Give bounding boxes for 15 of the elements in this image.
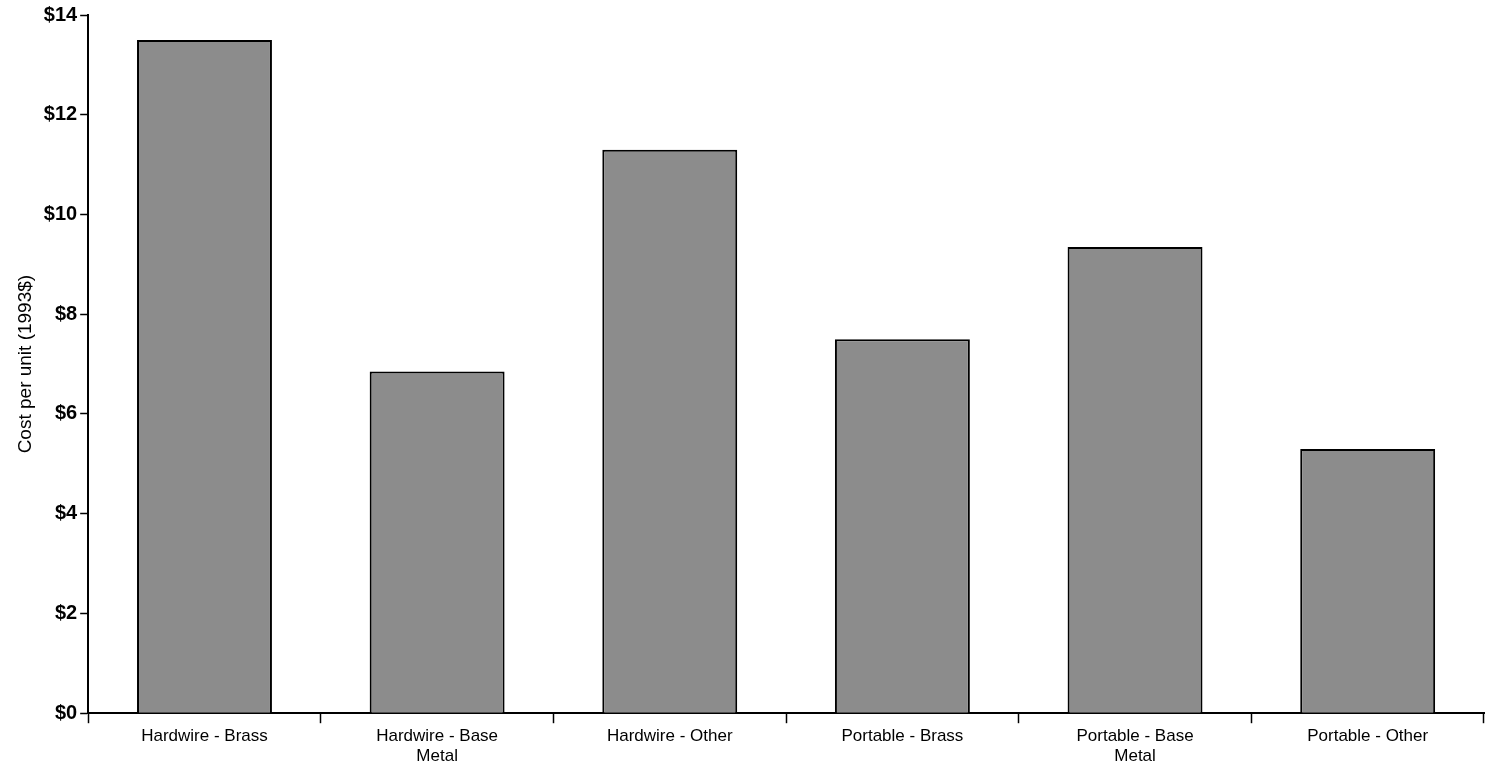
y-axis-title: Cost per unit (1993$) — [13, 274, 35, 454]
x-tick-label: Hardwire - Base Metal — [376, 726, 499, 766]
x-tick-label: Portable - Other — [1307, 726, 1429, 746]
y-tick-label: $4 — [54, 501, 79, 524]
y-tick-label: $14 — [43, 2, 79, 25]
y-tick-label: $10 — [43, 202, 78, 224]
y-tick-label: $0 — [54, 700, 78, 723]
y-tick-label: $12 — [43, 102, 78, 125]
y-tick-label: $2 — [54, 600, 78, 623]
x-tick-label: Hardwire - Other — [606, 726, 733, 746]
x-tick-label: Portable - Base Metal — [1076, 726, 1194, 766]
x-tick-label: Hardwire - Brass — [141, 726, 268, 746]
x-tick-label: Portable - Brass — [841, 726, 964, 746]
y-tick-label: $8 — [54, 301, 78, 324]
y-tick-label: $6 — [54, 401, 78, 424]
